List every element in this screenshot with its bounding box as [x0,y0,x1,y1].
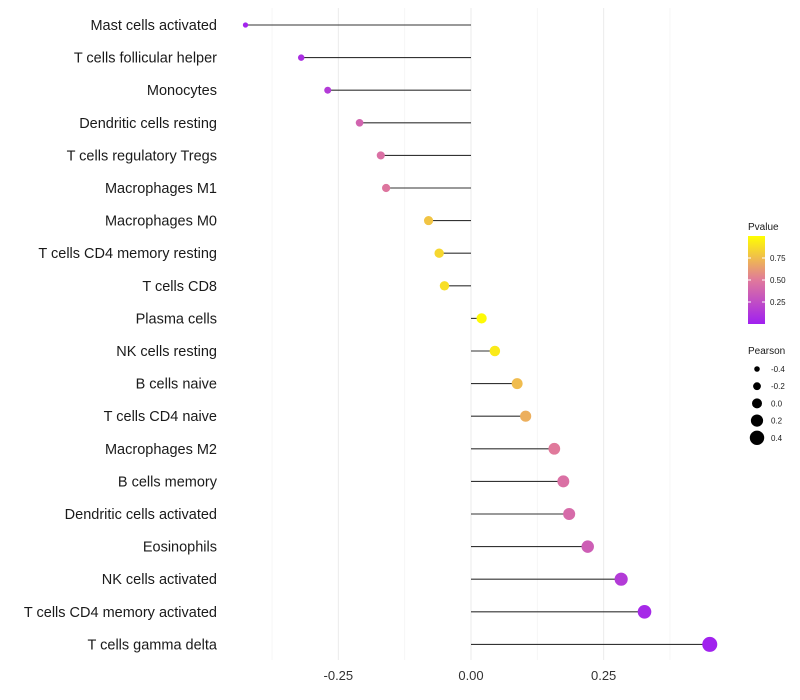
pearson-size-label: 0.4 [771,434,783,443]
category-label: Macrophages M2 [105,442,217,458]
category-label: T cells follicular helper [74,51,217,67]
category-label: Macrophages M0 [105,214,217,230]
category-label: T cells gamma delta [88,637,218,653]
category-labels: Mast cells activated T cells follicular h… [24,18,218,653]
pearson-size-key [752,398,762,409]
pearson-legend: Pearson -0.4 -0.2 0.0 0.2 0.4 [748,346,785,446]
lollipop-point [557,475,570,488]
category-label: T cells CD4 naive [104,409,217,425]
lollipop-point [297,54,305,61]
x-tick-label: 0.00 [458,668,483,683]
category-label: Macrophages M1 [105,181,217,197]
pvalue-legend: Pvalue 0.25 0.50 0.75 [748,222,786,324]
pearson-size-label: 0.2 [771,417,783,426]
pearson-size-key [749,430,765,446]
lollipop-point [511,378,523,390]
pvalue-legend-title: Pvalue [748,222,779,233]
pearson-size-label: -0.2 [771,382,785,391]
pvalue-tick-label: 0.50 [770,276,786,285]
lollipop-point [439,281,450,291]
pearson-size-key [754,366,760,372]
pearson-size-label: 0.0 [771,399,783,408]
category-label: T cells regulatory Tregs [67,148,217,164]
pearson-size-label: -0.4 [771,365,785,374]
category-label: Monocytes [147,83,217,99]
lollipop-point [381,183,391,193]
pearson-size-key [750,414,764,427]
lollipop-point [423,216,434,226]
category-label: Dendritic cells resting [79,116,217,132]
category-label: T cells CD4 memory activated [24,605,217,621]
lollipop-point [489,345,501,357]
pearson-legend-title: Pearson [748,346,785,357]
lollipop-point [702,636,718,652]
lollipop-point [355,118,364,127]
lollipop-point [324,86,332,94]
lollipop-point [476,313,487,324]
lollipop-point [242,22,249,28]
stem-layer [245,24,710,645]
category-label: B cells naive [136,377,217,393]
category-label: Dendritic cells activated [65,507,217,523]
lollipop-point [637,604,652,619]
x-tick-label: 0.25 [591,668,616,683]
grid-layer [271,8,671,660]
category-label: NK cells activated [102,572,217,588]
lollipop-point [520,410,532,422]
category-label: B cells memory [118,474,218,490]
category-label: T cells CD8 [142,279,217,295]
lollipop-point [581,540,594,553]
category-label: Plasma cells [136,311,217,327]
lollipop-point [563,507,576,521]
category-label: Mast cells activated [90,18,217,34]
category-label: T cells CD4 memory resting [38,246,217,262]
x-tick-label: -0.25 [324,668,354,683]
category-label: Eosinophils [143,540,217,556]
x-axis-ticks: -0.25 0.00 0.25 [324,668,617,683]
lollipop-point [376,151,385,160]
pvalue-tick-label: 0.25 [770,298,786,307]
point-layer [242,22,718,652]
category-label: NK cells resting [116,344,217,360]
pvalue-colorbar [748,236,765,324]
lollipop-point [548,442,561,455]
pearson-size-key [753,382,761,391]
lollipop-point [434,248,444,258]
pvalue-tick-label: 0.75 [770,254,786,263]
lollipop-point [614,572,628,586]
